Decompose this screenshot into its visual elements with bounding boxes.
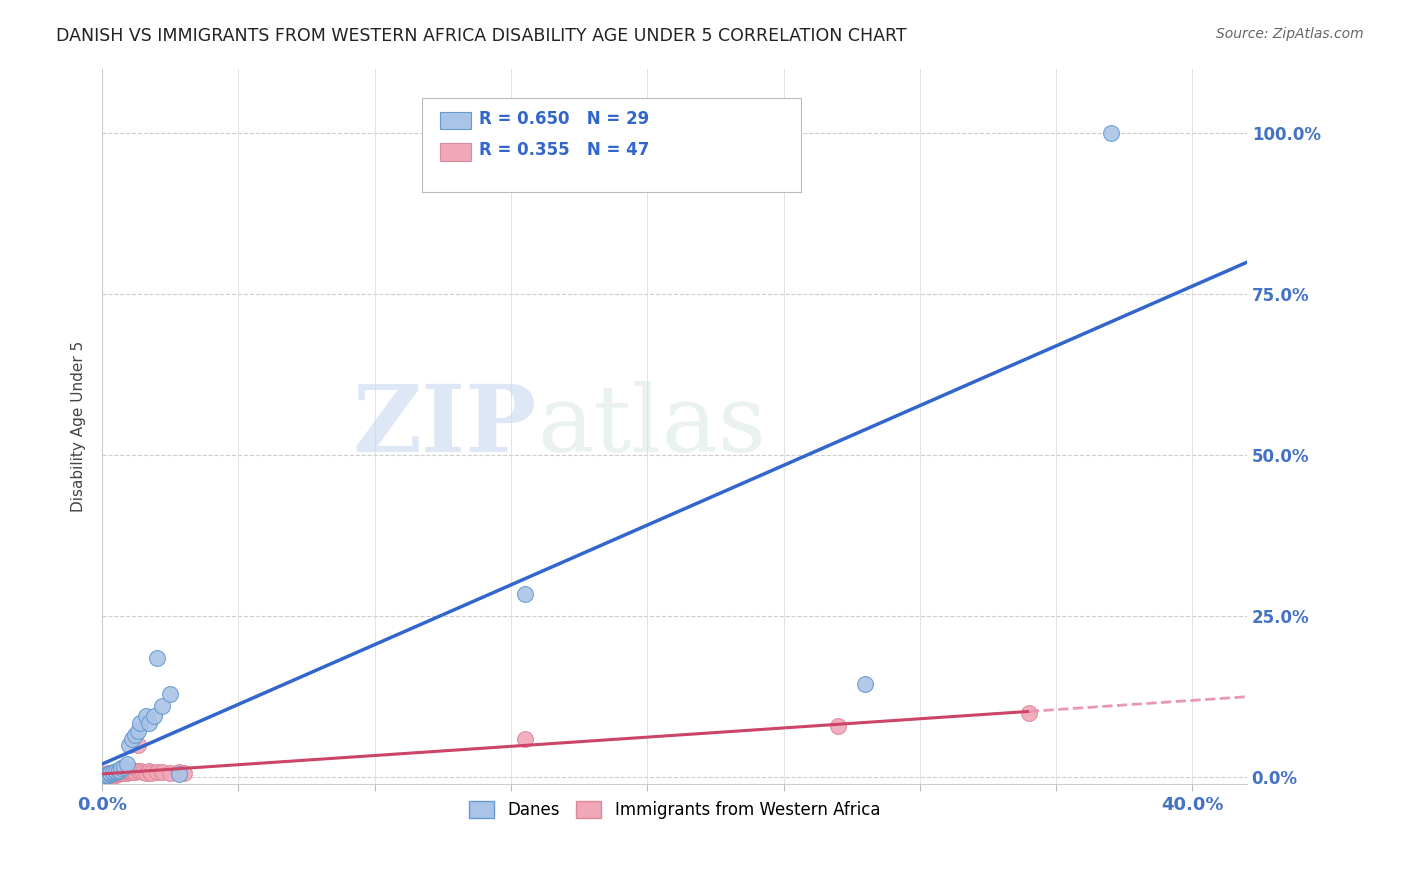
Point [101, 765, 124, 780]
Text: atlas: atlas [537, 381, 766, 471]
Point [97, 768, 120, 782]
Point [135, 766, 157, 780]
Point [150, 765, 173, 780]
Point [100, 766, 122, 780]
Point [167, 767, 190, 781]
Point [118, 765, 141, 780]
Point [115, 765, 138, 780]
Point [127, 723, 149, 738]
Point [112, 766, 135, 780]
Point [143, 709, 166, 723]
Point [121, 765, 143, 780]
Point [112, 760, 135, 774]
Point [124, 765, 146, 780]
Point [97, 767, 120, 781]
Point [1099, 126, 1122, 140]
Point [110, 765, 132, 780]
Point [110, 764, 132, 779]
Point [853, 677, 876, 691]
Point [127, 738, 149, 752]
Point [100, 768, 122, 782]
Point [145, 765, 167, 780]
Point [513, 731, 536, 746]
Point [129, 715, 152, 730]
Point [138, 715, 160, 730]
Point [97, 768, 120, 782]
Point [107, 764, 129, 778]
Point [124, 728, 146, 742]
Point [121, 731, 143, 746]
Point [150, 699, 173, 714]
Point [173, 765, 195, 780]
Point [129, 764, 152, 779]
Point [132, 765, 155, 780]
Point [107, 765, 129, 780]
Legend: Danes, Immigrants from Western Africa: Danes, Immigrants from Western Africa [463, 794, 887, 825]
Point [101, 766, 124, 780]
Point [94, 768, 117, 782]
Text: R = 0.355   N = 47: R = 0.355 N = 47 [479, 141, 650, 159]
Point [827, 719, 849, 733]
Point [159, 766, 181, 780]
Text: R = 0.650   N = 29: R = 0.650 N = 29 [479, 110, 650, 128]
Point [135, 709, 157, 723]
Point [97, 766, 120, 780]
Point [145, 651, 167, 665]
Point [94, 768, 117, 782]
Point [104, 768, 127, 782]
Y-axis label: Disability Age Under 5: Disability Age Under 5 [72, 341, 86, 512]
Point [101, 766, 124, 780]
Text: DANISH VS IMMIGRANTS FROM WESTERN AFRICA DISABILITY AGE UNDER 5 CORRELATION CHAR: DANISH VS IMMIGRANTS FROM WESTERN AFRICA… [56, 27, 907, 45]
Text: ZIP: ZIP [353, 381, 537, 471]
Point [121, 763, 143, 777]
Point [100, 767, 122, 781]
Point [104, 764, 127, 778]
Point [101, 767, 124, 781]
Point [115, 757, 138, 772]
Point [97, 768, 120, 782]
Point [112, 764, 135, 778]
Point [118, 764, 141, 778]
Point [94, 768, 117, 782]
Point [141, 765, 163, 780]
Point [118, 738, 141, 752]
Point [104, 765, 127, 780]
Point [167, 765, 190, 780]
Point [513, 587, 536, 601]
Point [110, 761, 132, 775]
Point [107, 766, 129, 780]
Point [101, 765, 124, 780]
Point [100, 767, 122, 781]
Point [94, 767, 117, 781]
Point [104, 765, 127, 780]
Point [104, 767, 127, 781]
Point [127, 764, 149, 778]
Point [107, 763, 129, 777]
Point [159, 686, 181, 700]
Point [101, 768, 124, 782]
Point [115, 764, 138, 778]
Point [112, 765, 135, 780]
Point [138, 764, 160, 779]
Point [1018, 706, 1040, 720]
Point [100, 766, 122, 780]
Text: Source: ZipAtlas.com: Source: ZipAtlas.com [1216, 27, 1364, 41]
Point [110, 764, 132, 778]
Point [97, 768, 120, 782]
